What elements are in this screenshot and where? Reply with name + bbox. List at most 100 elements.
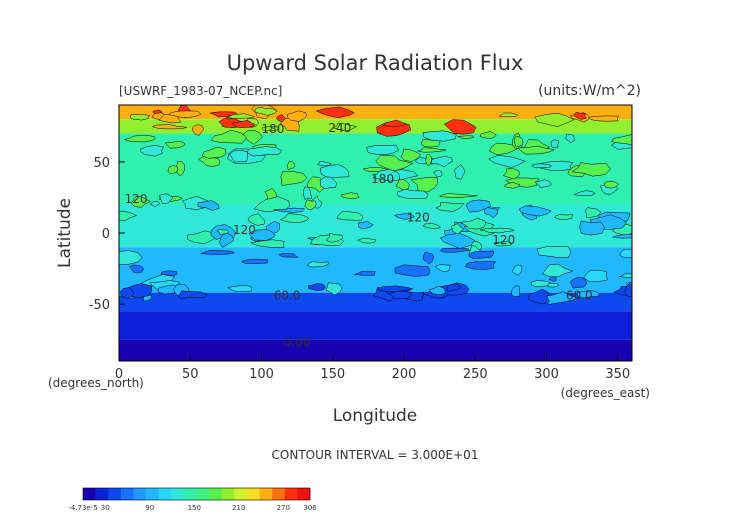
colorbar-min-label: -4.73e-5 [68,504,97,512]
contour-patch [422,251,434,265]
contour-patch [517,145,556,155]
x-axis-label: Longitude [333,406,418,426]
contour-patch [573,190,596,196]
colorbar-frame [82,487,311,501]
contour-patch [456,135,475,140]
contour-patch [465,261,497,270]
contour-patch [431,156,453,168]
lat-band [119,292,632,312]
colorbar-swatch [234,488,248,500]
contour-interval-text: CONTOUR INTERVAL = 3.000E+01 [272,448,479,462]
colorbar-swatch [183,488,197,500]
contour-label: 120 [492,233,515,247]
contour-patch [279,213,309,223]
contour-patch [227,284,253,293]
colorbar-tick-label: 210 [232,504,245,512]
contour-label: 240 [328,121,351,135]
contour-patch [176,290,208,299]
contour-patch [151,124,187,130]
y-axis-ticks: -50 0 50 [89,156,125,313]
contour-patch [225,113,256,119]
contour-patch [573,112,587,120]
x-tick-label: 150 [320,367,345,382]
colorbar-swatch [246,488,260,500]
contour-patch [187,230,217,244]
contour-patch [278,253,300,258]
contour-label: 180 [371,172,394,186]
colorbar-swatch [95,488,109,500]
contour-label: 120 [233,223,256,237]
contour-patch [583,269,608,282]
contour-patch [534,112,575,127]
colorbar-tick-labels: 30 90 150 210 270 306 [101,504,317,512]
contour-patch [150,201,161,208]
contour-patch [393,213,415,220]
contour-patch [129,264,145,274]
colorbar-swatch [146,488,159,500]
x-tick-label: 250 [463,367,488,382]
y-axis-label: Latitude [55,198,75,268]
colorbar-swatch [209,488,223,500]
contour-patch [618,273,632,278]
contour-patch [280,171,308,186]
contour-patch [528,288,550,305]
contour-patch [400,148,422,162]
contour-patch [454,164,466,180]
contour-patch [440,247,470,253]
colorbar-swatch [284,488,298,500]
contour-patch [435,202,465,212]
contour-patch [416,147,447,153]
contour-patch [550,139,560,149]
colorbar-swatch [171,488,185,500]
contour-patch [433,170,443,177]
contour-patch [119,210,138,222]
contour-patch [541,263,574,278]
contour-patch [604,181,619,189]
contour-patch [261,125,280,132]
plot-area [119,105,632,361]
contour-patch [422,130,457,142]
x-axis-ticks: 0 50 100 150 200 250 300 350 [115,355,630,382]
contour-patch [316,161,332,167]
contour-patch [377,285,413,292]
contour-patch [530,280,552,288]
colorbar-swatch [272,488,286,500]
contour-patch [554,214,574,220]
contour-patch [286,160,296,171]
contour-patch [307,282,326,291]
contour-patch [319,176,337,190]
colorbar-tick-label: 30 [101,504,110,512]
contour-patch [565,133,575,143]
contour-patch [425,153,433,167]
contour-patch [158,114,182,124]
contour-patch [140,144,164,157]
contour-patch [513,135,524,148]
contour-patch [197,200,220,211]
y-tick-label: 50 [93,156,110,171]
contour-label: 60.0 [566,289,593,303]
contour-patch [511,264,523,276]
contour-patch [394,264,431,277]
contour-patch [570,276,587,289]
contour-label: 180 [261,122,284,136]
contour-patch [505,177,539,188]
colorbar-swatch [297,488,311,500]
contour-label: 60.0 [274,289,301,303]
contour-patch [273,207,306,213]
contour-patch [498,112,519,117]
contour-patch [571,162,611,177]
contour-patch [201,146,227,159]
contour-patch [130,196,151,208]
x-tick-label: 200 [392,367,417,382]
colorbar-swatch [120,488,134,500]
colorbar-swatch [196,488,210,500]
contour-patch [159,193,174,204]
contour-patch [254,106,278,116]
colorbar-tick-label: 270 [277,504,290,512]
contour-patch [129,114,151,121]
units-label: (units:W/m^2) [538,83,641,99]
contour-patch [428,285,446,295]
contour-patch [375,155,414,172]
contour-patch [325,282,343,296]
contour-patch [434,264,451,273]
